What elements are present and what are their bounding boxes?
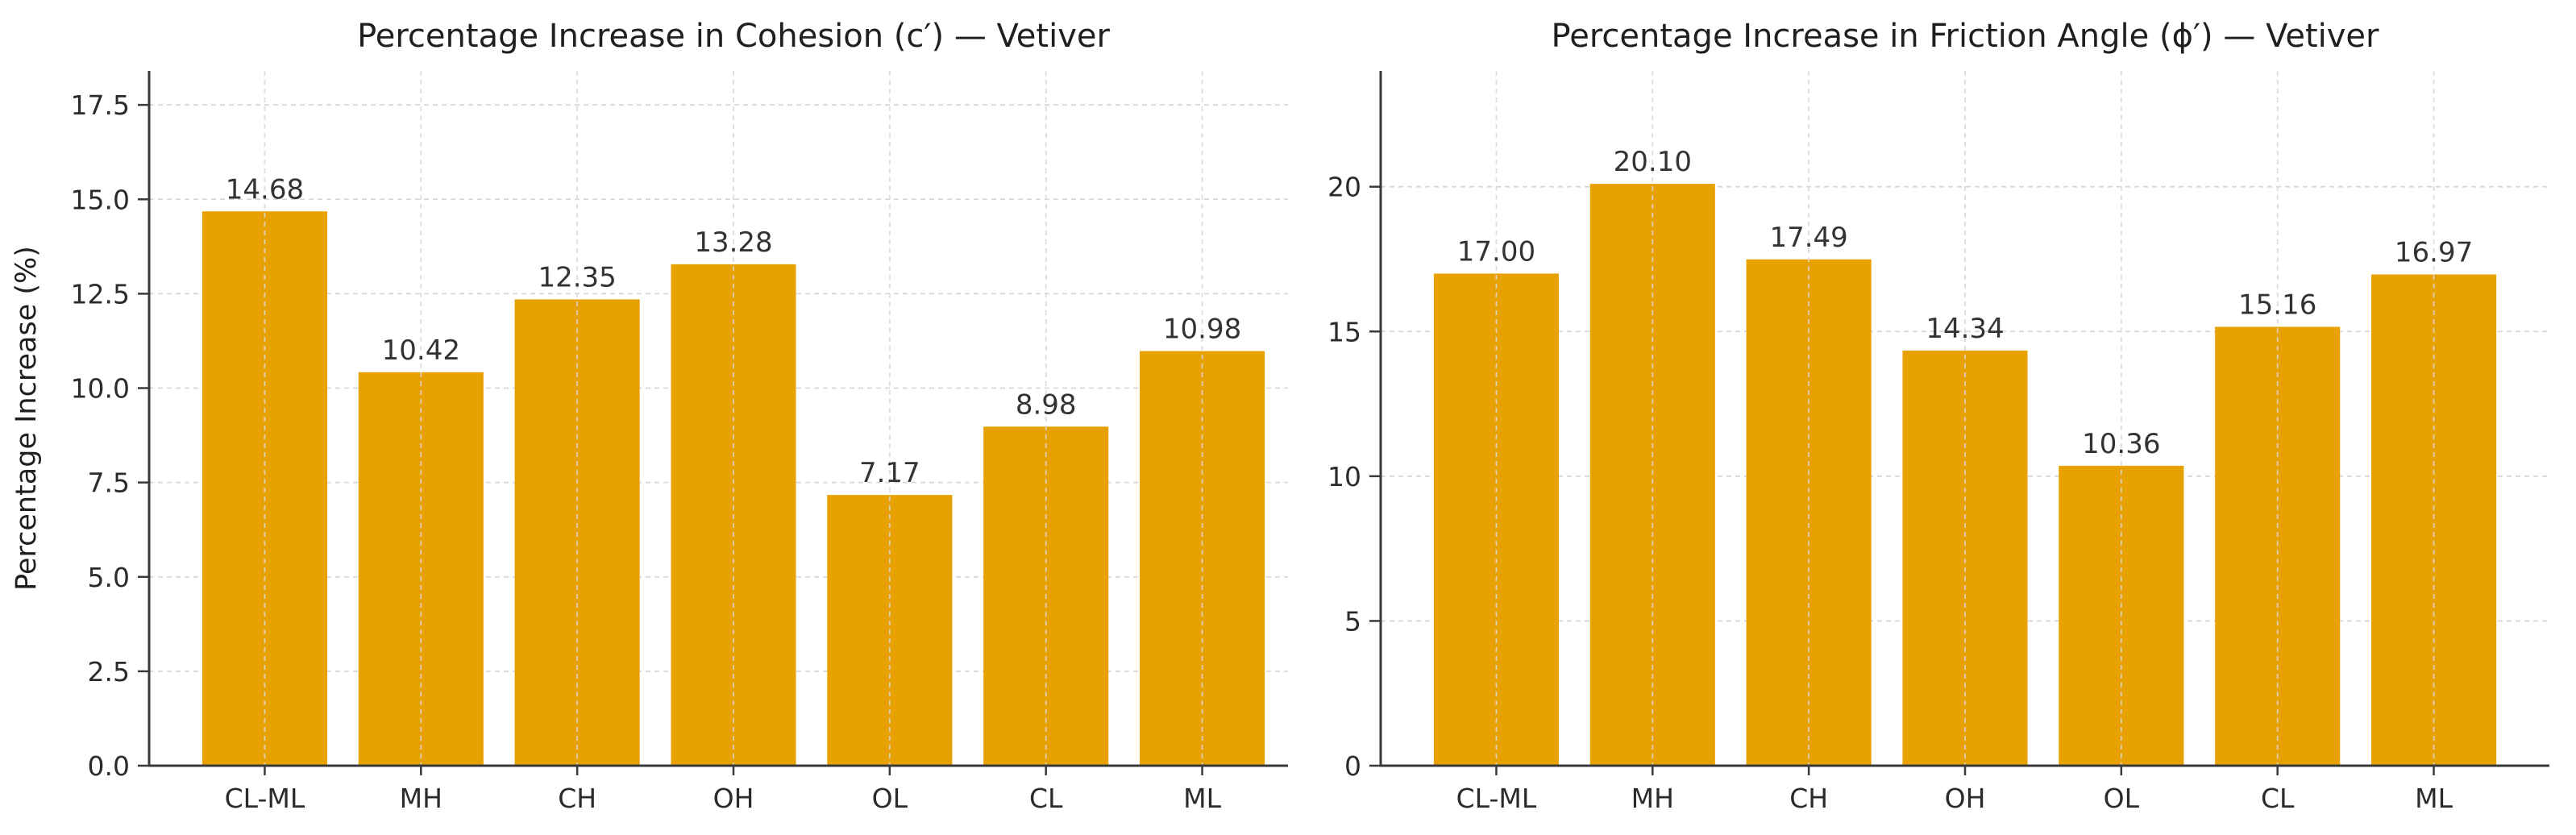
- y-tick-label: 5: [1344, 605, 1361, 637]
- bar-value-label: 13.28: [694, 226, 772, 259]
- y-tick-label: 20: [1327, 172, 1361, 203]
- x-tick-label-CL-ML: CL-ML: [1456, 783, 1537, 814]
- y-tick-label: 2.5: [88, 656, 130, 688]
- y-tick-label: 5.0: [88, 562, 130, 593]
- x-tick-label-OL: OL: [872, 783, 908, 814]
- x-tick-label-CL: CL: [2261, 783, 2295, 814]
- y-tick-label: 7.5: [88, 467, 130, 499]
- x-tick-label-MH: MH: [1631, 783, 1674, 814]
- x-tick-label-CH: CH: [1789, 783, 1828, 814]
- x-tick-label-CL: CL: [1029, 783, 1063, 814]
- cohesion-bar-chart: 0.0 2.5 5.0 7.5 10.0 12.5 15.0 17.5 CL-ML MH CH OH O…: [10, 18, 1288, 814]
- chart-title: Percentage Increase in Cohesion (c′) — V…: [357, 18, 1110, 55]
- x-tick-label-ML: ML: [2415, 783, 2453, 814]
- y-axis-label: Percentage Increase (%): [10, 246, 43, 591]
- bar-value-label: 12.35: [538, 261, 616, 293]
- bar-value-label: 10.98: [1163, 314, 1241, 346]
- x-tick-label-CH: CH: [558, 783, 596, 814]
- friction-angle-bar-chart: 0 5 10 15 20 CL-ML MH CH OH OL CL ML 17.00 20.10 17.49…: [1327, 18, 2549, 814]
- bar-value-label: 10.42: [382, 334, 460, 367]
- y-tick-label: 12.5: [71, 278, 130, 309]
- bar-value-label: 7.17: [859, 457, 920, 489]
- x-tick-label-OL: OL: [2104, 783, 2140, 814]
- y-tick-label: 15: [1327, 316, 1361, 347]
- bar-value-label: 8.98: [1016, 388, 1077, 421]
- bar-value-label: 20.10: [1614, 146, 1692, 178]
- y-tick-label: 10: [1327, 461, 1361, 492]
- chart-title: Percentage Increase in Friction Angle (ϕ…: [1552, 18, 2379, 55]
- x-tick-label-MH: MH: [400, 783, 442, 814]
- x-tick-label-ML: ML: [1183, 783, 1221, 814]
- y-tick-label: 15.0: [71, 184, 130, 215]
- bar-value-label: 10.36: [2082, 428, 2160, 460]
- x-tick-label-CL-ML: CL-ML: [225, 783, 305, 814]
- bar-value-label: 17.00: [1457, 235, 1535, 268]
- bar-CH: [1746, 259, 1872, 766]
- y-tick-label: 10.0: [71, 373, 130, 405]
- bar-value-label: 14.68: [226, 173, 304, 206]
- y-tick-label: 0: [1344, 750, 1361, 782]
- y-tick-label: 0.0: [88, 750, 130, 782]
- x-tick-label-OH: OH: [1945, 783, 1986, 814]
- x-tick-label-OH: OH: [713, 783, 754, 814]
- bar-value-label: 17.49: [1769, 222, 1847, 254]
- bar-value-label: 15.16: [2238, 289, 2316, 322]
- y-tick-label: 17.5: [71, 89, 130, 121]
- bar-value-label: 14.34: [1926, 313, 2004, 345]
- bar-value-label: 16.97: [2395, 236, 2473, 268]
